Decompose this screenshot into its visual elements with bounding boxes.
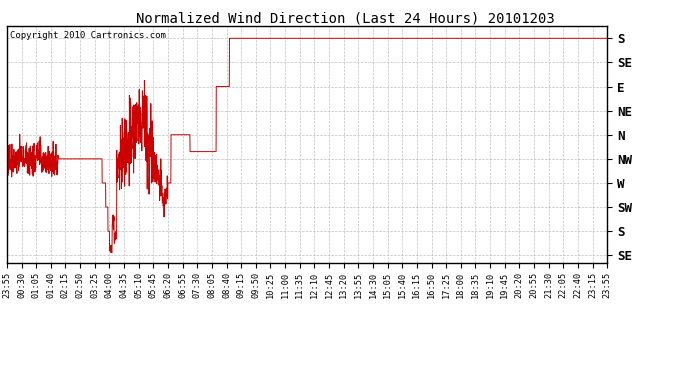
Text: Copyright 2010 Cartronics.com: Copyright 2010 Cartronics.com [10, 31, 166, 40]
Text: Normalized Wind Direction (Last 24 Hours) 20101203: Normalized Wind Direction (Last 24 Hours… [136, 11, 554, 25]
